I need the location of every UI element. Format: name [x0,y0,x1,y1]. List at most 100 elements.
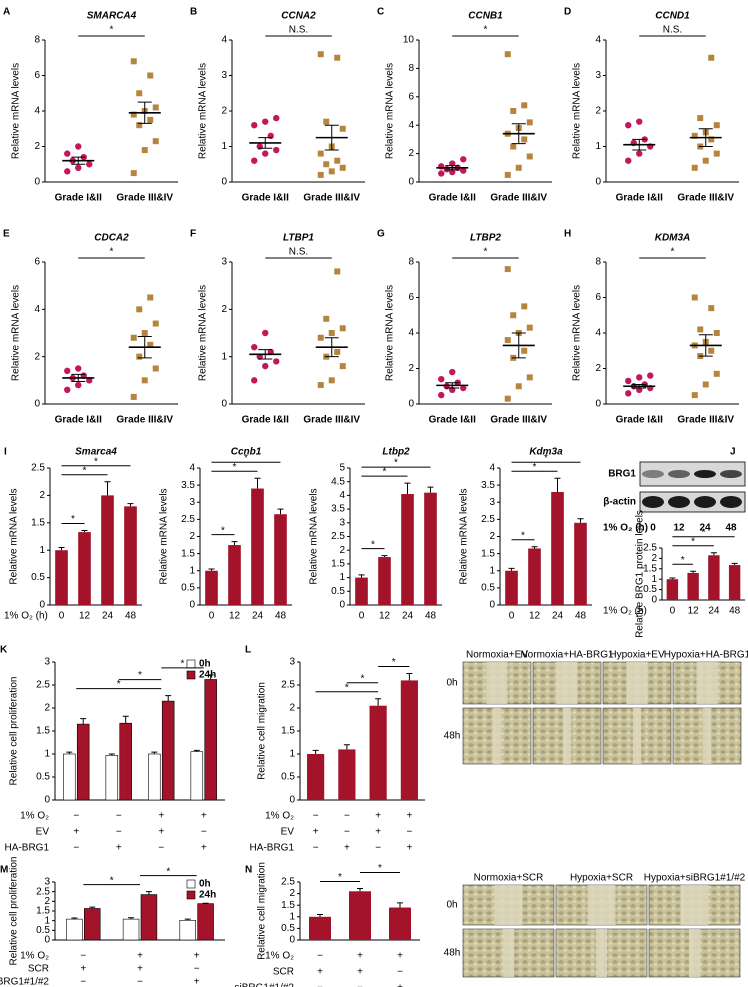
significance-label: * [394,458,398,469]
y-tick-label: 1.5 [36,726,50,737]
image-row-label: 48h [444,948,461,959]
y-tick-label: 2.5 [281,680,295,691]
bar [76,723,90,801]
y-tick-label: 0.5 [181,583,195,594]
bar [400,680,418,800]
sem-bar [445,165,460,171]
y-tick-label: 0 [34,177,40,188]
error-bar [381,555,388,558]
condition-label: siBRG1#1/#2 [0,977,49,987]
image-row-label: 0h [446,900,457,911]
bar [78,532,91,605]
condition-value: + [375,827,381,838]
y-axis-label: Relative mRNA levels [309,488,320,584]
x-axis-label: 1% O₂ (h) [4,611,48,622]
data-point [697,115,704,122]
y-axis-label: Relative cell migration [257,862,268,960]
error-bar [404,482,411,495]
wound-gap [502,929,515,977]
y-tick-label: 3.5 [481,480,495,491]
data-point [147,116,154,123]
legend-swatch [186,670,196,680]
bar [161,700,175,801]
data-point [504,266,511,273]
y-tick-label: 0 [408,399,414,410]
condition-value: − [80,977,86,987]
y-tick-label: 8 [34,35,40,46]
y-tick-label: 1.5 [481,548,495,559]
data-point [647,372,654,379]
y-tick-label: 3 [44,657,50,668]
data-point [251,377,258,384]
bar [369,705,387,800]
data-point [449,168,456,176]
x-tick-label: 48 [729,606,741,617]
sem-bar [632,138,647,151]
condition-value: + [406,811,412,822]
condition-value: + [158,811,164,822]
error-bar [690,570,697,573]
error-bar [731,562,738,566]
y-tick-label: 2 [44,896,50,907]
data-point [708,347,715,354]
bar [63,753,76,801]
bar [204,679,217,801]
error-bar [81,529,88,533]
x-tick-label: 0 [509,611,515,622]
significance-label: * [533,462,537,473]
error-bar [357,887,363,892]
data-point [147,341,154,348]
y-tick-label: 2 [289,703,295,714]
data-point [262,118,269,125]
wound-gap [595,929,608,977]
image-row-label: 0h [446,678,457,689]
y-tick-label: 0.5 [643,584,657,595]
lane-label: 48 [725,523,737,534]
data-point [713,330,720,336]
data-point [460,167,467,174]
image-column-label: Normoxia+SCR [474,873,544,884]
image-column-label: Hypoxia+HA-BRG1 [664,650,748,661]
sem-bar [511,332,526,359]
error-bar [184,918,191,921]
data-point [152,320,159,327]
y-tick-label: 6 [34,257,40,268]
condition-value: + [116,843,122,854]
data-point [152,365,159,372]
y-tick-label: 1 [39,545,45,556]
condition-value: + [406,843,412,854]
y-tick-label: 2 [189,531,195,542]
wound-gap [562,708,572,764]
y-tick-label: 1 [189,565,195,576]
y-tick-label: 3 [289,657,295,668]
y-tick-label: 0 [221,177,227,188]
y-tick-label: 3 [595,70,601,81]
wound-gap [702,708,712,764]
sem-bar [324,337,339,358]
bar [119,722,132,801]
error-bar [165,695,172,702]
y-tick-label: 1 [221,351,227,362]
significance-label: * [544,453,548,464]
bar [551,491,564,605]
blot-band [668,470,690,478]
significance-label: * [110,247,114,258]
y-tick-label: 2.5 [181,514,195,525]
data-point [136,353,143,360]
x-tick-label: 24 [102,611,114,622]
error-bar [508,567,515,571]
data-point [713,150,720,157]
data-point [136,90,143,97]
error-bar [193,749,200,752]
condition-value: − [137,977,143,987]
error-bar [554,477,561,492]
data-point [86,161,93,168]
legend-label: 0h [199,659,211,670]
y-axis-label: Relative mRNA levels [198,285,209,381]
bar [378,557,391,605]
condition-value: − [317,951,323,962]
condition-value: + [201,811,207,822]
y-tick-label: 2.5 [281,877,295,888]
blot-band [642,496,664,508]
blot-strip [639,491,746,513]
